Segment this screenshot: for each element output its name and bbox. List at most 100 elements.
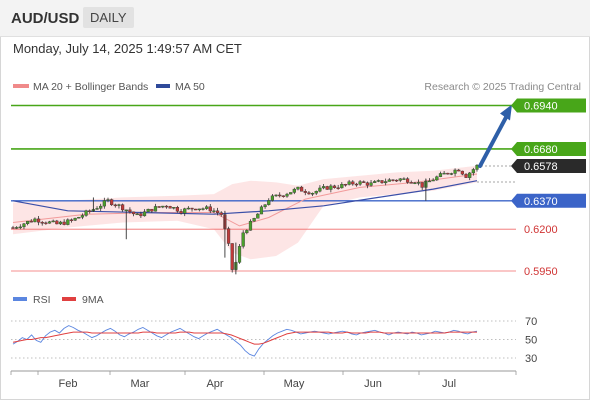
candle-body	[391, 179, 395, 181]
candle	[26, 220, 30, 226]
candle	[259, 205, 264, 215]
candle	[340, 182, 344, 189]
candle-body	[194, 208, 198, 211]
candle	[325, 185, 329, 190]
candle-body	[365, 182, 369, 186]
candle-body	[175, 207, 180, 212]
x-axis-label-jun: Jun	[364, 378, 382, 390]
rsi-tick-50: 50	[525, 335, 537, 347]
candle	[121, 203, 125, 212]
level-tag-text: 0.6940	[524, 101, 558, 113]
candle	[471, 167, 475, 176]
candle	[427, 178, 432, 183]
level-tag-text: 0.6578	[524, 161, 558, 173]
candle	[128, 207, 132, 214]
ma50-line	[12, 180, 478, 215]
candle-body	[157, 206, 161, 208]
candle	[453, 168, 457, 177]
candle	[230, 243, 234, 273]
candle	[212, 208, 216, 214]
candle-body	[468, 172, 472, 178]
candle-body	[146, 208, 150, 212]
candle-body	[215, 210, 220, 213]
candle-body	[131, 211, 136, 215]
candle-body	[113, 204, 117, 207]
candle	[281, 195, 285, 198]
candle	[168, 205, 172, 209]
candle	[402, 177, 406, 180]
level-tag-0.6940: 0.6940	[511, 98, 586, 113]
candle	[44, 221, 48, 225]
candle-body	[362, 181, 366, 183]
timeframe-button[interactable]: DAILY	[83, 7, 134, 28]
candle-body	[416, 182, 421, 184]
candle	[307, 191, 311, 195]
candle	[285, 192, 289, 198]
candle	[329, 184, 333, 193]
candle-body	[26, 220, 30, 225]
level-tag-text: 0.6680	[524, 144, 558, 156]
candle	[99, 203, 103, 211]
candle-body	[139, 213, 143, 217]
candle	[73, 217, 77, 222]
candle-body	[161, 205, 165, 208]
candle	[194, 208, 198, 211]
candle	[161, 205, 165, 209]
candle-body	[435, 176, 439, 181]
candle-body	[420, 182, 424, 188]
candle-body	[44, 222, 48, 224]
candle	[464, 173, 468, 178]
candle-body	[278, 194, 282, 197]
candle	[66, 218, 70, 226]
candle	[347, 179, 351, 186]
candle-body	[325, 186, 329, 190]
x-axis-label-apr: Apr	[206, 378, 223, 390]
level-tag-text: 0.6200	[524, 224, 558, 236]
candle-body	[40, 222, 44, 224]
candle-body	[270, 195, 275, 201]
candle-body	[77, 216, 81, 219]
candle	[373, 180, 377, 184]
candle	[303, 189, 307, 196]
candle-body	[186, 207, 190, 210]
candle-body	[427, 180, 432, 183]
candle	[36, 216, 41, 226]
candle-body	[351, 181, 355, 185]
x-axis-label-mar: Mar	[131, 378, 150, 390]
candle	[62, 219, 66, 226]
candle	[475, 164, 479, 172]
candle	[139, 211, 143, 218]
candle	[190, 207, 194, 212]
candle	[314, 190, 318, 196]
candle-body	[179, 211, 183, 214]
candle-body	[395, 179, 399, 182]
candle-body	[446, 172, 450, 175]
candle-body	[102, 200, 106, 207]
candle-body	[314, 191, 318, 194]
candle	[58, 220, 63, 226]
candle-body	[219, 212, 223, 215]
candle-body	[464, 173, 468, 178]
x-axis-label-feb: Feb	[59, 378, 78, 390]
candle	[380, 180, 384, 184]
candle	[449, 172, 454, 176]
candle	[343, 183, 348, 187]
candle-body	[205, 206, 209, 209]
candle-body	[373, 181, 377, 183]
rsi-grid: 70 50 30	[11, 316, 537, 365]
rsi-tick-70: 70	[525, 316, 537, 328]
header-bar: AUD/USD DAILY	[0, 0, 590, 37]
candle-body	[150, 208, 154, 212]
candle	[416, 179, 421, 186]
candle-body	[296, 186, 300, 190]
candle	[332, 184, 337, 189]
candle	[263, 204, 267, 209]
candle-body	[449, 173, 454, 175]
candle	[409, 180, 413, 184]
candle	[175, 205, 180, 213]
candle	[438, 171, 443, 178]
main-legend: MA 20 + Bollinger Bands MA 50 Research ©…	[13, 81, 581, 93]
candle	[110, 198, 114, 206]
candle	[435, 175, 439, 181]
projection-arrow	[478, 104, 512, 169]
